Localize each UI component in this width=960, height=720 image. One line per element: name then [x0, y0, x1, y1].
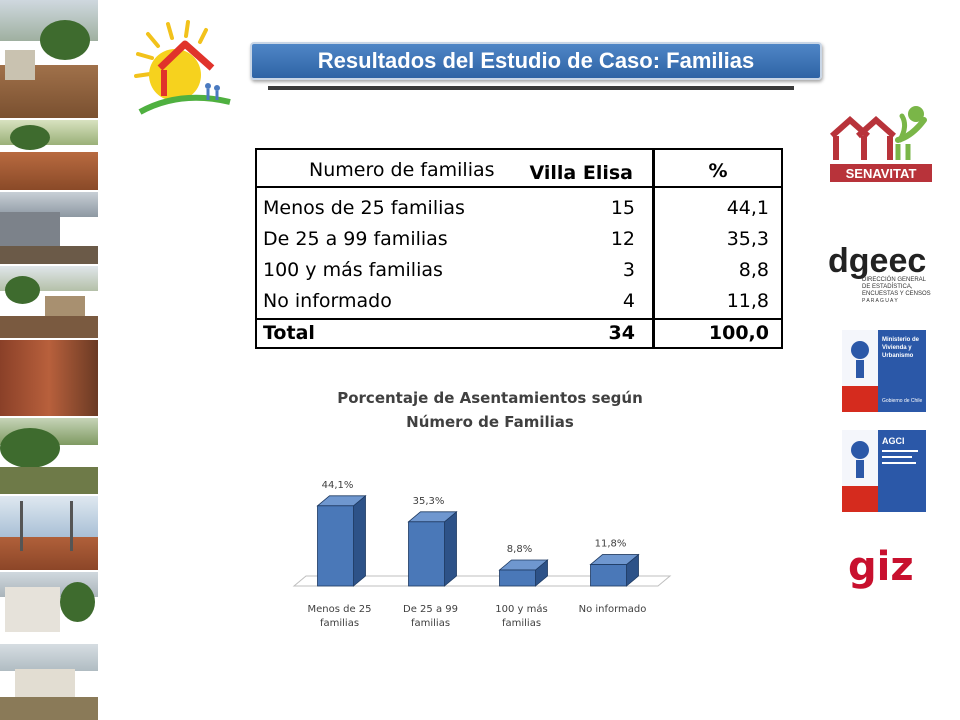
minvu-line: Urbanismo [882, 353, 914, 359]
giz-logo: giz [848, 544, 914, 590]
agci-logo-text: AGCI [882, 436, 905, 446]
settlement-photo [0, 192, 98, 264]
page-title: Resultados del Estudio de Caso: Familias [250, 42, 822, 80]
minvu-gov: Gobierno de Chile [882, 398, 923, 404]
table-total-value: 34 [608, 322, 635, 344]
table-row-label: No informado [263, 290, 392, 312]
category-label: 100 y más [495, 603, 547, 615]
table-row-percent: 35,3 [726, 228, 769, 250]
chart-floor [292, 575, 672, 587]
bar-side [444, 510, 457, 587]
category-label: De 25 a 99 [403, 604, 458, 615]
minvu-line: Vivienda y [882, 345, 912, 351]
settlement-photo [0, 496, 98, 570]
dgeec-logo-text: dgeec [828, 242, 926, 280]
table-total-label: Total [263, 322, 315, 344]
data-label: 35,3% [413, 496, 445, 507]
table-divider [257, 318, 781, 320]
settlement-photo [0, 572, 98, 642]
settlement-photo [0, 266, 98, 338]
table-row-percent: 44,1 [726, 197, 769, 219]
data-label: 8,8% [507, 544, 532, 555]
bar [317, 505, 354, 587]
data-label: 11,8% [595, 539, 627, 550]
table-row-percent: 8,8 [738, 259, 769, 281]
families-table: Numero de familias Villa Elisa % Menos d… [255, 148, 783, 349]
table-header-villa-elisa: Villa Elisa [529, 162, 633, 184]
table-row-percent: 11,8 [726, 290, 769, 312]
dgeec-sub-line: DE ESTADÍSTICA, [862, 283, 913, 290]
bar [408, 521, 445, 587]
table-row-value: 4 [622, 290, 635, 312]
agci-chile-logo: AGCI [842, 430, 926, 512]
table-row-value: 3 [622, 259, 635, 281]
category-label: Menos de 25 [307, 604, 371, 615]
settlement-photo [0, 644, 98, 720]
senavitat-logo-text: SENAVITAT [846, 166, 917, 181]
bar [499, 569, 536, 587]
dgeec-sub-line: ENCUESTAS Y CENSOS [862, 291, 931, 297]
settlement-photo [0, 418, 98, 494]
bar-side [353, 494, 366, 587]
minvu-line: Ministerio de [882, 337, 920, 343]
chart-title-line: Porcentaje de Asentamientos según [337, 389, 643, 407]
dgeec-logo: dgeec DIRECCIÓN GENERAL DE ESTADÍSTICA, … [828, 242, 931, 304]
minvu-chile-logo: Ministerio de Vivienda y Urbanismo Gobie… [842, 330, 926, 412]
settlement-photo [0, 120, 98, 190]
bar [590, 564, 627, 587]
senavitat-logo: SENAVITAT [830, 106, 932, 182]
category-label: No informado [579, 604, 647, 615]
table-row-label: De 25 a 99 familias [263, 228, 448, 250]
dgeec-sub-line: DIRECCIÓN GENERAL [862, 276, 927, 283]
bar-chart: 44,1% Menos de 25 familias 35,3% De 25 a 99 f… [292, 480, 672, 629]
table-row-label: Menos de 25 familias [263, 197, 465, 219]
table-total-percent: 100,0 [708, 322, 769, 344]
settlement-photo [0, 0, 98, 118]
table-row-label: 100 y más familias [263, 259, 443, 281]
table-header-percent: % [708, 160, 728, 182]
chart-title: Porcentaje de Asentamientos según Número… [300, 386, 680, 434]
category-label: familias [320, 618, 359, 629]
dgeec-country: P A R A G U A Y [862, 298, 898, 304]
data-label: 44,1% [322, 480, 354, 491]
sun-house-logo [134, 20, 231, 115]
category-label: familias [502, 618, 541, 629]
category-label: familias [411, 618, 450, 629]
table-row-value: 15 [610, 197, 635, 219]
chart-title-line: Número de Familias [406, 413, 574, 431]
photo-strip [0, 0, 98, 720]
table-row-value: 12 [610, 228, 635, 250]
giz-logo-text: giz [848, 544, 914, 590]
settlement-photo [0, 340, 98, 416]
table-divider [257, 186, 781, 188]
title-underline [268, 86, 794, 90]
table-header-label: Numero de familias [309, 159, 495, 181]
